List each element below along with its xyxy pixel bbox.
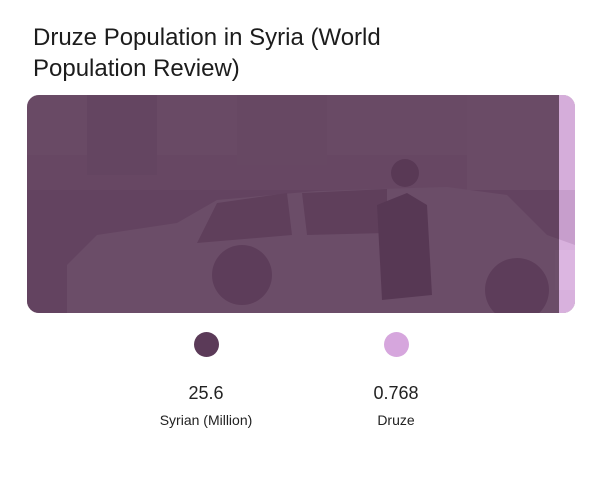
bar-druze (559, 95, 575, 313)
chart-svg (27, 95, 575, 313)
legend-swatch-syrian (193, 332, 219, 357)
value-label-druze: 0.768 (373, 383, 419, 403)
legend-item-druze: 0.768 Druze (336, 332, 456, 428)
legend-label-syrian: Syrian (Million) (159, 412, 253, 428)
bar-syrian (27, 95, 560, 313)
legend-swatch-druze (383, 332, 409, 357)
legend-item-syrian: 25.6 Syrian (Million) (146, 332, 266, 428)
chart-title: Druze Population in Syria (World Populat… (33, 24, 381, 82)
chart-plot-area (27, 95, 575, 313)
bars-group (27, 95, 575, 313)
value-label-syrian: 25.6 (188, 383, 224, 403)
legend-label-druze: Druze (377, 412, 415, 428)
